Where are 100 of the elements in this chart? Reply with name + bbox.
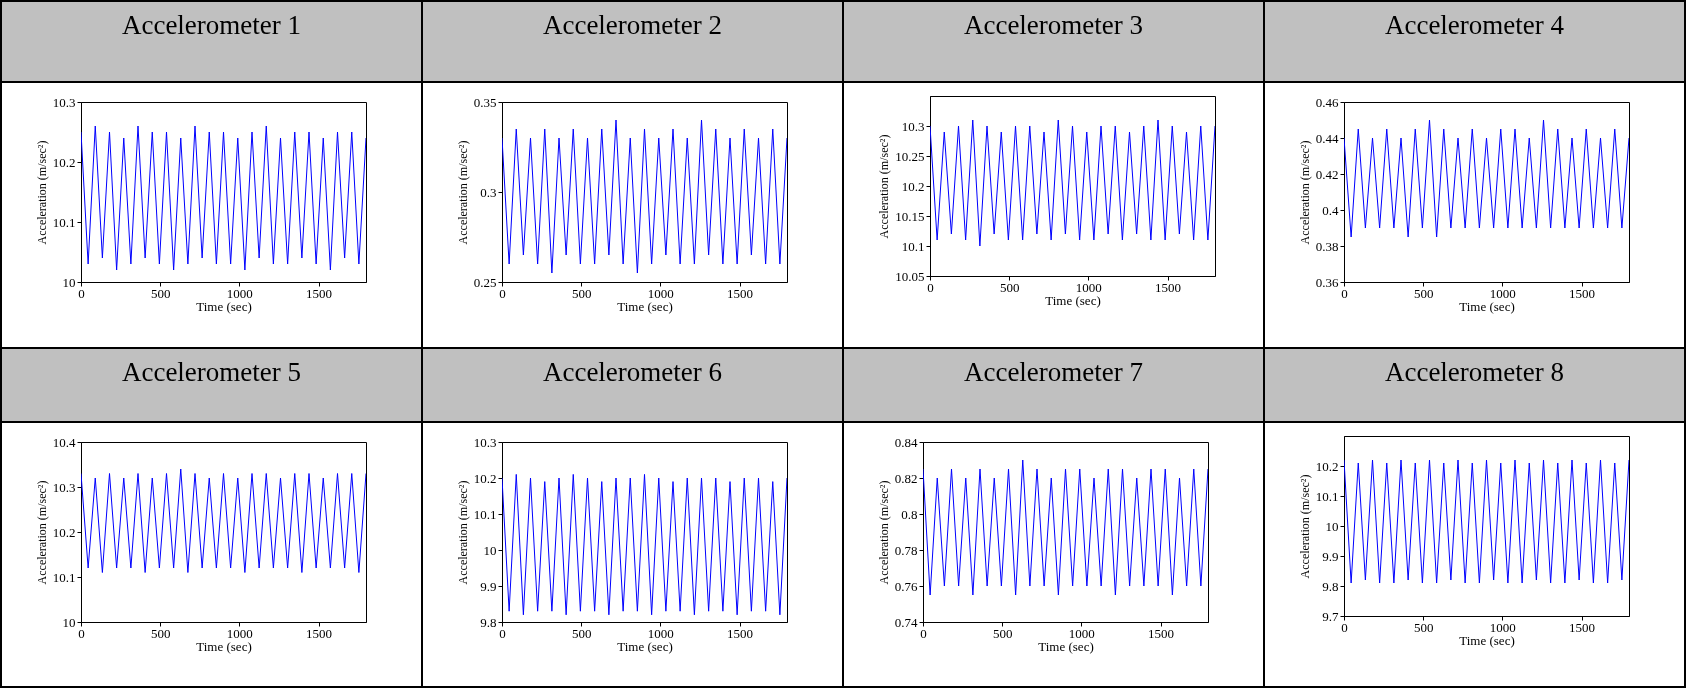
x-axis-title: Time (sec) — [1038, 638, 1094, 654]
x-axis-title: Time (sec) — [1045, 292, 1101, 308]
y-tick-label: 0.42 — [1315, 166, 1339, 182]
x-tick-label: 0 — [78, 625, 85, 641]
y-tick-label: 10 — [62, 274, 76, 290]
y-tick-label: 0.25 — [473, 274, 497, 290]
y-tick-label: 0.3 — [480, 184, 497, 200]
x-tick-label: 1500 — [306, 625, 332, 641]
x-tick-label: 500 — [150, 285, 171, 301]
line-series — [502, 473, 787, 616]
y-tick-label: 0.38 — [1315, 238, 1339, 254]
x-tick-label: 1000 — [647, 625, 674, 641]
x-tick-label: 500 — [999, 279, 1020, 295]
y-tick-label: 0.46 — [1315, 94, 1339, 110]
y-axis-title: Acceleration (m/sec²) — [455, 140, 470, 245]
x-tick-label: 500 — [571, 285, 592, 301]
y-tick-label: 10.2 — [1315, 458, 1339, 474]
y-tick-label: 10.1 — [473, 506, 497, 522]
x-tick-label: 1500 — [1155, 279, 1181, 295]
y-tick-label: 10.2 — [52, 524, 76, 540]
x-tick-label: 500 — [1413, 619, 1434, 635]
x-tick-label: 1500 — [727, 625, 753, 641]
x-axis-title: Time (sec) — [617, 298, 673, 314]
x-tick-label: 1000 — [226, 285, 253, 301]
x-tick-label: 0 — [78, 285, 85, 301]
y-tick-label: 0.76 — [894, 578, 918, 594]
x-tick-label: 0 — [927, 279, 934, 295]
x-tick-label: 1000 — [1075, 279, 1102, 295]
y-tick-label: 0.84 — [894, 434, 918, 450]
y-tick-label: 10.3 — [473, 434, 497, 450]
chart-title: Accelerometer 6 — [422, 348, 843, 422]
x-tick-label: 500 — [150, 625, 171, 641]
chart-title: Accelerometer 5 — [1, 348, 422, 422]
x-axis-title: Time (sec) — [1459, 298, 1515, 314]
y-tick-label: 0.8 — [901, 506, 918, 522]
x-tick-label: 0 — [1341, 285, 1348, 301]
line-series — [1344, 119, 1629, 238]
y-tick-label: 10 — [483, 542, 497, 558]
y-tick-label: 10.05 — [895, 268, 925, 284]
line-series — [81, 125, 366, 271]
x-axis-title: Time (sec) — [196, 638, 252, 654]
y-tick-label: 10 — [62, 614, 76, 630]
y-tick-label: 10.15 — [895, 208, 925, 224]
x-tick-label: 1500 — [727, 285, 753, 301]
y-axis-title: Acceleration (m/sec²) — [876, 480, 891, 585]
y-axis-title: Acceleration (m/sec²) — [1297, 140, 1312, 245]
x-tick-label: 1000 — [647, 285, 674, 301]
line-series — [923, 459, 1208, 596]
line-series — [1344, 459, 1629, 584]
y-axis-title: Acceleration (m/sec²) — [1297, 474, 1312, 579]
y-axis-title: Acceleration (m/sec²) — [877, 134, 892, 239]
y-tick-label: 0.78 — [894, 542, 918, 558]
y-tick-label: 10.2 — [901, 178, 925, 194]
y-tick-label: 0.36 — [1315, 274, 1339, 290]
y-tick-label: 10.1 — [52, 569, 76, 585]
x-tick-label: 500 — [571, 625, 592, 641]
y-axis-title: Acceleration (m/sec²) — [34, 140, 49, 245]
y-tick-label: 9.9 — [1322, 548, 1339, 564]
y-axis-title: Acceleration (m/sec²) — [34, 480, 49, 585]
y-tick-label: 10.25 — [895, 148, 925, 164]
y-tick-label: 10.1 — [52, 214, 76, 230]
x-axis-title: Time (sec) — [196, 298, 252, 314]
y-tick-label: 10.4 — [52, 434, 76, 450]
y-tick-label: 10.3 — [52, 479, 76, 495]
line-series — [81, 468, 366, 573]
chart-title: Accelerometer 7 — [843, 348, 1264, 422]
chart-title: Accelerometer 1 — [1, 1, 422, 82]
line-series — [502, 119, 787, 274]
x-tick-label: 1000 — [226, 625, 253, 641]
x-tick-label: 500 — [992, 625, 1013, 641]
y-tick-label: 9.8 — [1322, 578, 1339, 594]
x-tick-label: 1000 — [1068, 625, 1095, 641]
y-tick-label: 0.4 — [1322, 202, 1339, 218]
chart-title: Accelerometer 4 — [1264, 1, 1685, 82]
chart-title: Accelerometer 3 — [843, 1, 1264, 82]
x-tick-label: 1500 — [1569, 285, 1595, 301]
y-tick-label: 0.44 — [1315, 130, 1339, 146]
y-tick-label: 0.35 — [473, 94, 497, 110]
x-tick-label: 0 — [499, 285, 506, 301]
x-tick-label: 0 — [499, 625, 506, 641]
x-tick-label: 500 — [1413, 285, 1434, 301]
y-tick-label: 10 — [1325, 518, 1339, 534]
y-tick-label: 10.1 — [1315, 488, 1339, 504]
x-tick-label: 1500 — [1569, 619, 1595, 635]
line-series — [930, 119, 1215, 247]
x-tick-label: 0 — [920, 625, 927, 641]
y-tick-label: 10.3 — [901, 118, 925, 134]
x-axis-title: Time (sec) — [1459, 632, 1515, 648]
x-tick-label: 1500 — [306, 285, 332, 301]
y-tick-label: 9.7 — [1322, 608, 1339, 624]
y-tick-label: 0.74 — [894, 614, 918, 630]
chart-title: Accelerometer 2 — [422, 1, 843, 82]
x-tick-label: 0 — [1341, 619, 1348, 635]
y-tick-label: 0.82 — [894, 470, 918, 486]
y-tick-label: 9.9 — [480, 578, 497, 594]
y-tick-label: 10.3 — [52, 94, 76, 110]
x-tick-label: 1000 — [1489, 619, 1516, 635]
x-tick-label: 1500 — [1148, 625, 1174, 641]
y-tick-label: 9.8 — [480, 614, 497, 630]
y-tick-label: 10.2 — [52, 154, 76, 170]
